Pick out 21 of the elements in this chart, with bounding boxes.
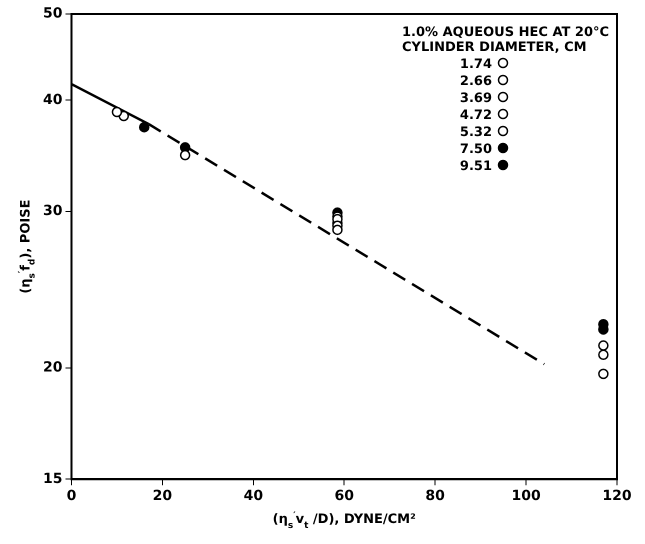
x-tick-label: 0 [66,488,77,504]
x-tick-label: 60 [334,488,354,504]
legend-label: 3.69 [460,91,492,106]
legend-label: 1.74 [460,57,492,72]
x-tick-label: 120 [602,488,632,504]
x-tick-label: 20 [152,488,172,504]
y-tick-label: 30 [43,203,63,220]
legend-label: 9.51 [460,159,492,174]
y-tick-label: 20 [43,360,63,376]
legend-title: 1.0% AQUEOUS HEC AT 20°C CYLINDER DIAMETER, CM [402,25,610,55]
legend-label: 2.66 [460,74,492,89]
y-tick-label: 15 [43,470,62,487]
legend-label: 4.72 [460,108,492,123]
legend-label: 5.32 [460,125,492,140]
x-tick-label: 40 [244,488,264,504]
x-tick-label: 80 [425,488,446,504]
y-tick-label: 50 [43,6,63,22]
y-tick-label: 40 [43,92,63,108]
x-tick-label: 100 [511,488,541,504]
y-axis-title: (ηs′fd), POISE [17,200,38,294]
legend-label: 7.50 [460,142,492,157]
